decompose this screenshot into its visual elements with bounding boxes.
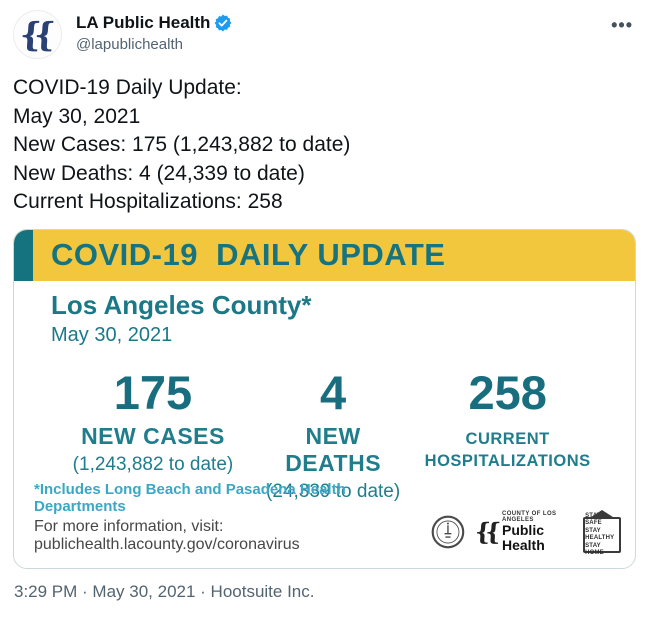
stay-badge-line: STAY SAFE: [585, 512, 602, 526]
stat-label: NEW DEATHS: [285, 422, 382, 476]
card-more-info: For more information, visit: publichealt…: [34, 517, 300, 553]
public-health-label: Public Health: [501, 521, 545, 554]
stay-home-badge-icon: STAY SAFE STAY HEALTHY STAY HOME: [583, 513, 621, 556]
card-subheader: Los Angeles County* May 30, 2021: [51, 290, 635, 347]
tweet-text-line: COVID-19 Daily Update:: [13, 76, 242, 99]
card-footnotes: *Includes Long Beach and Pasadena Health…: [34, 481, 431, 554]
avatar[interactable]: {{: [13, 10, 62, 59]
county-public-health-logo: {{ COUNTY OF LOS ANGELES Public Health: [474, 511, 573, 554]
author-name[interactable]: LA Public Health: [76, 13, 211, 32]
stat-current-hospitalizations: 258 CURRENT HOSPITALIZATIONS: [406, 369, 609, 503]
tweet-text: COVID-19 Daily Update: May 30, 2021 New …: [13, 74, 637, 217]
banner-title-strong: COVID-19: [51, 237, 198, 272]
public-health-logo-text: COUNTY OF LOS ANGELES Public Health: [502, 511, 573, 554]
tweet-timestamp[interactable]: 3:29 PM · May 30, 2021 · Hootsuite Inc.: [14, 581, 315, 601]
stat-new-cases: 175 NEW CASES (1,243,882 to date): [46, 369, 260, 503]
public-health-brace-icon: {{: [474, 517, 498, 547]
stat-new-deaths: 4 NEW DEATHS (24,339 to date): [260, 369, 406, 503]
author-handle[interactable]: @lapublichealth: [76, 36, 183, 53]
card-banner-title: COVID-19 DAILY UPDATE: [51, 237, 445, 273]
stat-value: 175: [113, 365, 193, 419]
card-logos: {{ COUNTY OF LOS ANGELES Public Health S…: [431, 511, 621, 556]
stat-value: 4: [320, 365, 347, 419]
card-region: Los Angeles County*: [51, 289, 312, 320]
stat-label: CURRENT HOSPITALIZATIONS: [424, 429, 591, 470]
tweet-text-line: Current Hospitalizations: 258: [13, 190, 283, 213]
stay-badge-line: STAY HEALTHY: [585, 527, 615, 542]
tweet-text-line: New Deaths: 4 (24,339 to date): [13, 161, 305, 185]
author-name-row: LA Public Health: [76, 13, 232, 33]
author-block: LA Public Health @lapublichealth: [76, 10, 232, 53]
tweet-image-card[interactable]: COVID-19 DAILY UPDATE Los Angeles County…: [13, 228, 636, 569]
stay-badge-line: STAY HOME: [585, 543, 604, 557]
banner-teal-tab: [14, 229, 33, 281]
tweet-text-line: May 30, 2021: [13, 104, 141, 128]
stat-label: NEW CASES: [81, 422, 225, 449]
tweet-header: {{ LA Public Health @lapublichealth •••: [13, 10, 637, 59]
stat-value: 258: [468, 365, 547, 419]
stat-subtext: (1,243,882 to date): [72, 453, 234, 475]
card-footnote: *Includes Long Beach and Pasadena Health…: [34, 480, 346, 515]
tweet: {{ LA Public Health @lapublichealth ••• …: [0, 0, 650, 602]
verified-badge-icon: [214, 14, 232, 32]
card-banner: COVID-19 DAILY UPDATE: [14, 229, 635, 281]
card-footer: *Includes Long Beach and Pasadena Health…: [14, 481, 635, 568]
la-county-seal-icon: [431, 515, 465, 549]
stat-subtext: (24,339 to date): [266, 480, 401, 502]
more-options-button[interactable]: •••: [611, 15, 633, 35]
banner-title-rest: DAILY UPDATE: [216, 237, 446, 272]
la-public-health-logo-icon: {{: [18, 15, 51, 54]
card-stats: 175 NEW CASES (1,243,882 to date) 4 NEW …: [14, 369, 635, 503]
tweet-text-line: New Cases: 175 (1,243,882 to date): [13, 133, 351, 156]
card-date: May 30, 2021: [51, 323, 173, 346]
county-of-los-angeles-label: COUNTY OF LOS ANGELES: [501, 510, 557, 523]
